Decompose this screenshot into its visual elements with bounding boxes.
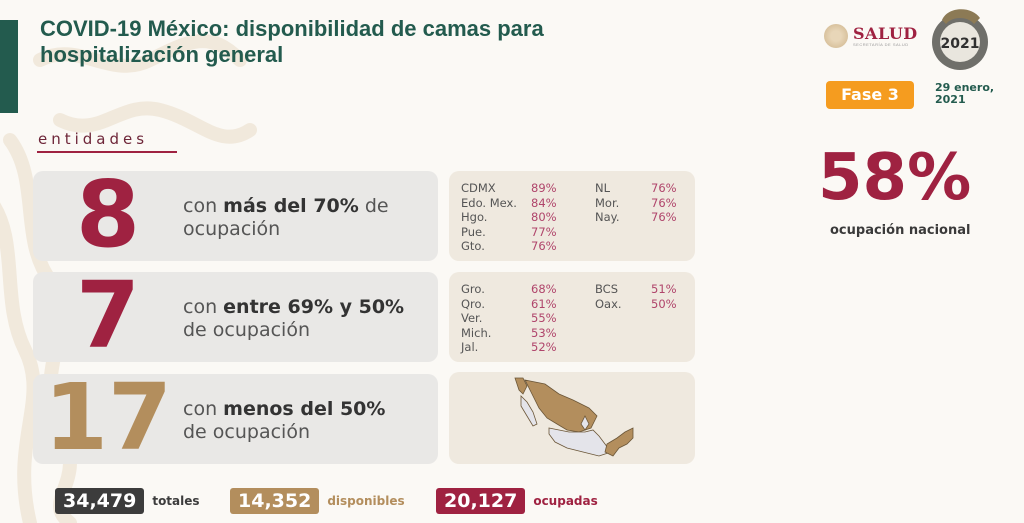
category-description: con entre 69% y 50% de ocupación — [183, 296, 433, 342]
states-list-high: CDMX 89% Edo. Mex. 84% Hgo. 80% Pue. 77% Gto… — [449, 171, 695, 261]
category-description: con más del 70% de ocupación — [183, 195, 433, 241]
desc-bold: menos del 50% — [223, 398, 386, 420]
national-seal-icon — [824, 24, 848, 48]
national-occupancy-percent: 58% — [818, 141, 972, 215]
state-row: Qro. 61% — [461, 296, 557, 311]
date-label: 29 enero, 2021 — [935, 81, 995, 106]
state-row: Edo. Mex. 84% — [461, 195, 557, 210]
desc-post: de — [358, 195, 389, 217]
desc-bold: entre 69% y 50% — [223, 296, 405, 318]
title-line-2: hospitalización general — [40, 42, 284, 67]
total-label: totales — [152, 494, 200, 508]
section-label: entidades — [38, 130, 149, 148]
available-value: 14,352 — [230, 488, 320, 514]
category-description: con menos del 50% de ocupación — [183, 398, 433, 444]
state-row: BCS 51% — [595, 282, 677, 296]
states-col-left: CDMX 89% Edo. Mex. 84% Hgo. 80% Pue. 77% Gto… — [461, 181, 557, 254]
total-value: 34,479 — [55, 488, 145, 514]
page-title: COVID-19 México: disponibilidad de camas… — [40, 16, 660, 68]
title-line-1: COVID-19 México: disponibilidad de camas… — [40, 16, 544, 41]
occupied-label: ocupadas — [533, 494, 598, 508]
desc-pre: con — [183, 195, 224, 217]
state-row: Mich. 53% — [461, 325, 557, 340]
states-list-medium: Gro. 68% Qro. 61% Ver. 55% Mich. 53% Jal. 52%… — [449, 272, 695, 362]
state-row: Pue. 77% — [461, 224, 557, 239]
stat-total: 34,479 totales — [55, 488, 200, 514]
stat-available: 14,352 disponibles — [230, 488, 405, 514]
state-row: Mor. 76% — [595, 195, 677, 210]
desc-line2: de ocupación — [183, 319, 310, 341]
desc-pre: con — [183, 296, 224, 318]
desc-line2: ocupación — [183, 218, 281, 240]
state-row: Hgo. 80% — [461, 210, 557, 224]
category-count: 17 — [43, 364, 173, 471]
state-row: Oax. 50% — [595, 296, 677, 311]
state-row: Gto. 76% — [461, 239, 557, 253]
state-row: Gro. 68% — [461, 282, 557, 296]
desc-line2: de ocupación — [183, 421, 310, 443]
state-row: NL 76% — [595, 181, 677, 195]
salud-logo: SALUD SECRETARÍA DE SALUD — [824, 24, 918, 48]
category-count: 7 — [75, 262, 140, 369]
desc-bold: más del 70% — [223, 195, 359, 217]
salud-logo-subtitle: SECRETARÍA DE SALUD — [853, 42, 909, 47]
desc-pre: con — [183, 398, 224, 420]
category-count: 8 — [75, 161, 140, 268]
category-card-medium: 7 con entre 69% y 50% de ocupación — [33, 266, 438, 366]
state-row: CDMX 89% — [461, 181, 557, 195]
svg-text:2021: 2021 — [941, 36, 980, 52]
section-underline — [37, 151, 177, 153]
category-card-low: 17 con menos del 50% de ocupación — [33, 368, 438, 468]
available-label: disponibles — [327, 494, 405, 508]
states-col-right: BCS 51% Oax. 50% — [595, 282, 677, 311]
mexico-2021-logo-icon: 2021 — [932, 9, 988, 70]
state-row: Nay. 76% — [595, 210, 677, 224]
category-card-high: 8 con más del 70% de ocupación — [33, 165, 438, 265]
states-col-left: Gro. 68% Qro. 61% Ver. 55% Mich. 53% Jal. 52% — [461, 282, 557, 355]
state-row: Jal. 52% — [461, 340, 557, 354]
occupied-value: 20,127 — [436, 488, 526, 514]
salud-logo-text: SALUD — [853, 24, 918, 43]
state-row: Ver. 55% — [461, 311, 557, 325]
national-occupancy-label: ocupación nacional — [830, 223, 971, 238]
states-col-right: NL 76% Mor. 76% Nay. 76% — [595, 181, 677, 225]
mexico-map-box — [449, 372, 695, 464]
stat-occupied: 20,127 ocupadas — [436, 488, 598, 514]
accent-bar — [0, 20, 18, 113]
phase-badge: Fase 3 — [826, 81, 914, 109]
mexico-map — [514, 377, 634, 457]
